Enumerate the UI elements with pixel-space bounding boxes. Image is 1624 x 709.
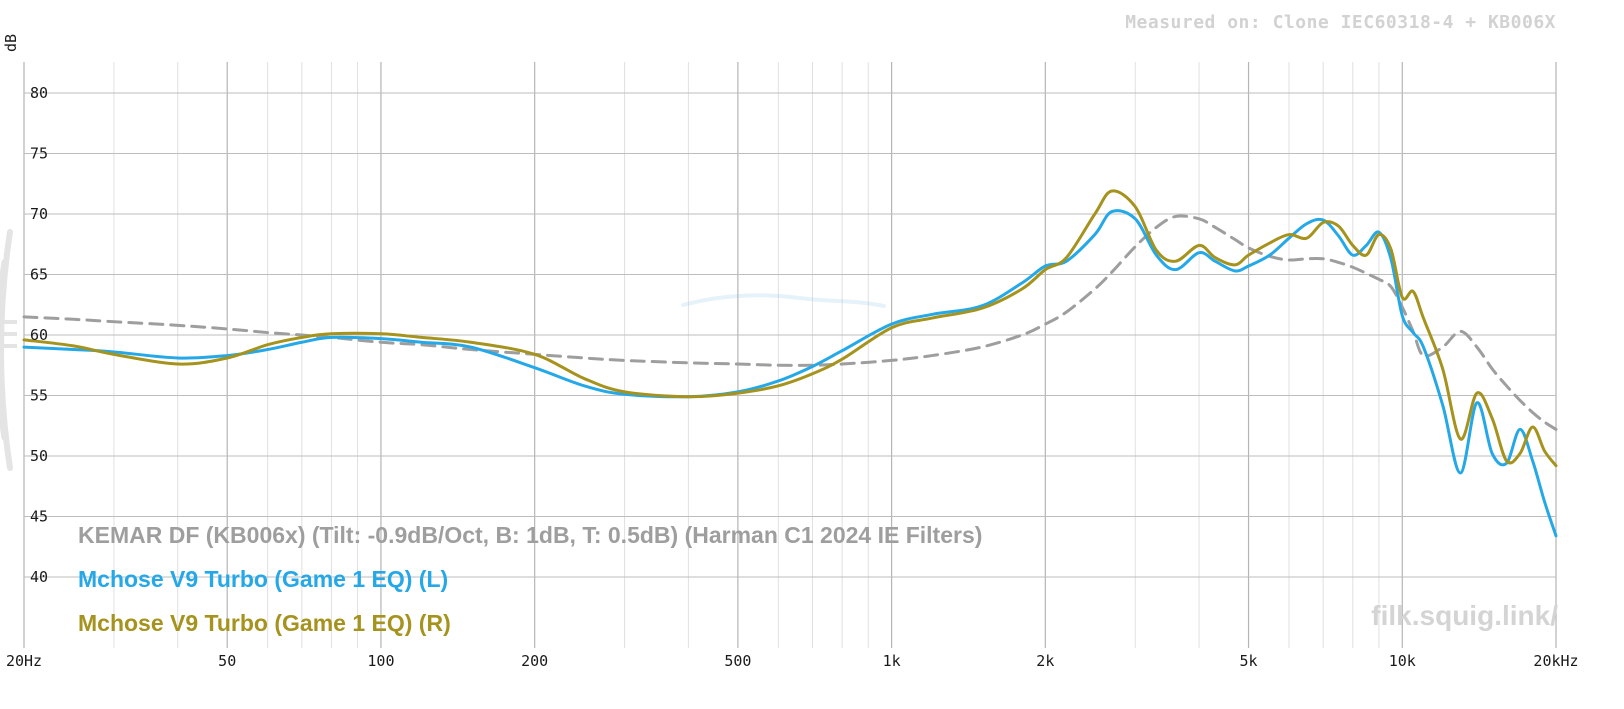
- legend-entry-left-channel[interactable]: Mchose V9 Turbo (Game 1 EQ) (L): [78, 566, 449, 592]
- site-watermark: filk.squig.link/: [1371, 600, 1558, 631]
- edge-logo: [0, 229, 17, 471]
- x-tick-label: 10k: [1389, 652, 1416, 670]
- y-tick-label: 80: [30, 84, 48, 102]
- x-tick-label: 2k: [1036, 652, 1054, 670]
- y-tick-label: 50: [30, 447, 48, 465]
- x-tick-label: 20kHz: [1533, 652, 1578, 670]
- grid-layer: [23, 62, 1557, 648]
- x-tick-label: 1k: [883, 652, 901, 670]
- x-tick-label: 50: [218, 652, 236, 670]
- legend-entry-right-channel[interactable]: Mchose V9 Turbo (Game 1 EQ) (R): [78, 610, 451, 636]
- axis-labels: 20Hz 50 100 200 500 1k 2k 5k 10k 20kHz 40 45 50 55 60 6…: [2, 34, 1579, 670]
- y-tick-label: 70: [30, 205, 48, 223]
- x-tick-label: 20Hz: [6, 652, 42, 670]
- x-tick-label: 5k: [1240, 652, 1258, 670]
- y-tick-label: 45: [30, 508, 48, 526]
- curve-1: [22, 209, 1558, 538]
- ghost-curve: [681, 293, 886, 308]
- legend: KEMAR DF (KB006x) (Tilt: -0.9dB/Oct, B: …: [78, 513, 982, 645]
- x-tick-label: 100: [367, 652, 394, 670]
- y-tick-label: 75: [30, 145, 48, 163]
- y-tick-label: 60: [30, 326, 48, 344]
- measured-on-label: Measured on: Clone IEC60318-4 + KB006X: [1125, 12, 1556, 33]
- y-tick-label: 55: [30, 387, 48, 405]
- x-tick-label: 500: [724, 652, 751, 670]
- x-tick-label: 200: [521, 652, 548, 670]
- y-tick-label: 40: [30, 568, 48, 586]
- y-axis-unit: dB: [2, 34, 20, 52]
- legend-entry-target[interactable]: KEMAR DF (KB006x) (Tilt: -0.9dB/Oct, B: …: [78, 522, 983, 548]
- curves-layer: [22, 189, 1558, 538]
- y-tick-label: 65: [30, 266, 48, 284]
- curve-2: [22, 189, 1558, 468]
- curve-0: [22, 214, 1558, 431]
